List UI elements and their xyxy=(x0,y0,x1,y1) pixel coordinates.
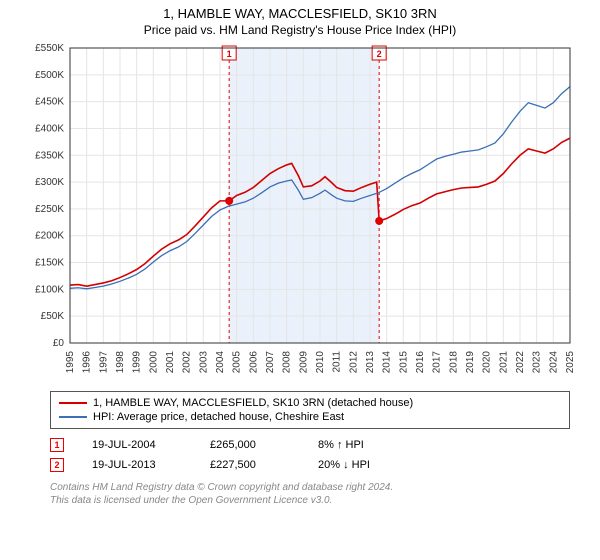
svg-text:£350K: £350K xyxy=(35,150,64,161)
svg-text:2020: 2020 xyxy=(482,351,493,374)
footer: Contains HM Land Registry data © Crown c… xyxy=(50,481,570,507)
svg-text:2006: 2006 xyxy=(248,351,259,374)
svg-text:2025: 2025 xyxy=(565,351,576,374)
svg-text:2015: 2015 xyxy=(398,351,409,374)
svg-text:£250K: £250K xyxy=(35,204,64,215)
legend-item: 1, HAMBLE WAY, MACCLESFIELD, SK10 3RN (d… xyxy=(59,396,561,410)
svg-text:£0: £0 xyxy=(53,338,65,349)
svg-text:1998: 1998 xyxy=(115,351,126,374)
chart-subtitle: Price paid vs. HM Land Registry's House … xyxy=(0,21,600,43)
svg-text:1995: 1995 xyxy=(65,351,76,374)
event-table: 1 19-JUL-2004 £265,000 8% ↑ HPI 2 19-JUL… xyxy=(50,435,570,475)
svg-text:2009: 2009 xyxy=(298,351,309,374)
svg-text:£550K: £550K xyxy=(35,43,64,54)
svg-text:£300K: £300K xyxy=(35,177,64,188)
svg-text:2004: 2004 xyxy=(215,351,226,374)
event-row: 1 19-JUL-2004 £265,000 8% ↑ HPI xyxy=(50,435,570,455)
svg-text:£500K: £500K xyxy=(35,70,64,81)
legend-label: 1, HAMBLE WAY, MACCLESFIELD, SK10 3RN (d… xyxy=(93,397,413,409)
chart-area: £0 £50K £100K £150K £200K £250K £300K £350K £400… xyxy=(20,43,580,383)
svg-text:2023: 2023 xyxy=(532,351,543,374)
svg-text:2010: 2010 xyxy=(315,351,326,374)
event-delta: 20% ↓ HPI xyxy=(318,459,370,471)
legend-swatch xyxy=(59,402,87,404)
svg-text:2018: 2018 xyxy=(448,351,459,374)
event-date: 19-JUL-2013 xyxy=(92,459,182,471)
svg-text:2017: 2017 xyxy=(432,351,443,374)
chart-title: 1, HAMBLE WAY, MACCLESFIELD, SK10 3RN xyxy=(0,0,600,21)
svg-text:2002: 2002 xyxy=(182,351,193,374)
svg-text:2013: 2013 xyxy=(365,351,376,374)
svg-text:2016: 2016 xyxy=(415,351,426,374)
svg-text:£450K: £450K xyxy=(35,97,64,108)
svg-text:2012: 2012 xyxy=(348,351,359,374)
event-marker-icon: 2 xyxy=(50,458,64,472)
legend-item: HPI: Average price, detached house, Ches… xyxy=(59,410,561,424)
svg-text:2007: 2007 xyxy=(265,351,276,374)
legend-swatch xyxy=(59,416,87,418)
event-price: £265,000 xyxy=(210,439,290,451)
svg-text:£50K: £50K xyxy=(41,311,65,322)
svg-text:2001: 2001 xyxy=(165,351,176,374)
event-price: £227,500 xyxy=(210,459,290,471)
svg-text:2: 2 xyxy=(377,49,382,59)
svg-text:2022: 2022 xyxy=(515,351,526,374)
svg-text:2014: 2014 xyxy=(382,351,393,374)
svg-text:2008: 2008 xyxy=(282,351,293,374)
svg-text:1999: 1999 xyxy=(132,351,143,374)
svg-text:£150K: £150K xyxy=(35,258,64,269)
svg-text:2019: 2019 xyxy=(465,351,476,374)
svg-text:2011: 2011 xyxy=(332,351,343,373)
event-marker-icon: 1 xyxy=(50,438,64,452)
legend: 1, HAMBLE WAY, MACCLESFIELD, SK10 3RN (d… xyxy=(50,391,570,429)
svg-text:£200K: £200K xyxy=(35,231,64,242)
legend-label: HPI: Average price, detached house, Ches… xyxy=(93,411,344,423)
svg-text:1997: 1997 xyxy=(98,351,109,374)
svg-text:1: 1 xyxy=(227,49,232,59)
chart-svg: £0 £50K £100K £150K £200K £250K £300K £350K £400… xyxy=(20,43,580,383)
svg-text:2003: 2003 xyxy=(198,351,209,374)
svg-text:1996: 1996 xyxy=(82,351,93,374)
svg-text:2000: 2000 xyxy=(148,351,159,374)
footer-line: This data is licensed under the Open Gov… xyxy=(50,494,570,507)
event-row: 2 19-JUL-2013 £227,500 20% ↓ HPI xyxy=(50,455,570,475)
svg-text:£100K: £100K xyxy=(35,284,64,295)
svg-text:£400K: £400K xyxy=(35,123,64,134)
event-delta: 8% ↑ HPI xyxy=(318,439,364,451)
svg-text:2021: 2021 xyxy=(498,351,509,374)
event-date: 19-JUL-2004 xyxy=(92,439,182,451)
svg-text:2005: 2005 xyxy=(232,351,243,374)
svg-text:2024: 2024 xyxy=(548,351,559,374)
footer-line: Contains HM Land Registry data © Crown c… xyxy=(50,481,570,494)
